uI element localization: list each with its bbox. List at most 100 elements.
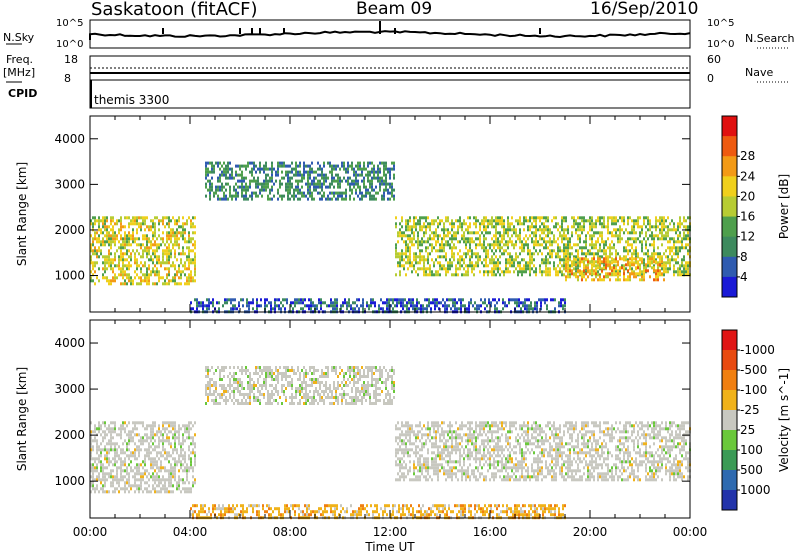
echo-cell [152,270,154,274]
echo-cell [146,279,148,283]
echo-cell [281,390,283,393]
echo-cell [589,234,591,238]
echo-cell [146,237,148,241]
echo-cell [575,243,577,247]
echo-cell [593,257,595,261]
echo-cell [257,185,259,189]
echo-cell [613,216,615,220]
echo-cell [100,487,102,491]
echo-cell [379,182,381,186]
echo-cell [148,252,150,256]
echo-cell [92,252,94,256]
echo-cell [685,219,687,223]
echo-cell [503,231,505,235]
echo-cell [241,384,243,387]
echo-cell [98,234,100,238]
echo-cell [94,469,96,473]
echo-cell [409,252,411,256]
echo-cell [559,261,561,265]
echo-cell [581,249,583,253]
echo-cell [523,228,525,232]
echo-cell [423,267,425,271]
echo-cell [573,267,575,271]
echo-cell [279,396,281,399]
echo-cell [319,381,321,384]
echo-cell [132,430,134,434]
echo-cell [460,298,462,302]
echo-cell [575,261,577,265]
echo-cell [305,194,307,198]
echo-cell [217,188,219,192]
echo-cell [223,369,225,372]
echo-cell [643,266,645,270]
echo-cell [309,176,311,180]
echo-cell [639,257,641,261]
echo-cell [128,484,130,488]
echo-cell [373,173,375,177]
echo-cell [453,231,455,235]
echo-cell [315,387,317,390]
echo-cell [301,381,303,384]
echo-cell [547,252,549,256]
echo-cell [188,246,190,250]
echo-cell [323,375,325,378]
echo-cell [615,222,617,226]
echo-cell [483,249,485,253]
echo-cell [269,384,271,387]
echo-cell [162,448,164,452]
echo-cell [219,179,221,183]
echo-cell [194,243,196,247]
echo-cell [273,167,275,171]
echo-cell [627,269,629,273]
nave-label: Nave [745,66,774,79]
echo-cell [261,384,263,387]
echo-cell [120,424,122,428]
freq-tick-bottom: 8 [64,72,71,85]
echo-cell [192,243,194,247]
echo-cell [263,179,265,183]
echo-cell [96,427,98,431]
echo-cell [96,475,98,479]
echo-cell [383,188,385,192]
echo-cell [118,466,120,470]
echo-cell [271,185,273,189]
echo-cell [166,457,168,461]
echo-cell [286,298,288,302]
echo-cell [118,433,120,437]
echo-cell [485,270,487,274]
echo-cell [497,237,499,241]
echo-cell [120,255,122,259]
echo-cell [410,298,412,302]
echo-cell [595,267,597,271]
echo-cell [166,246,168,250]
echo-cell [541,270,543,274]
echo-cell [251,170,253,174]
echo-cell [585,252,587,256]
echo-cell [303,381,305,384]
echo-cell [256,301,258,305]
echo-cell [355,170,357,174]
echo-cell [511,264,513,268]
echo-cell [238,301,240,305]
echo-cell [511,255,513,259]
echo-cell [332,307,334,311]
echo-cell [458,298,460,302]
echo-cell [673,264,675,268]
echo-cell [559,270,561,274]
echo-cell [423,270,425,274]
echo-cell [595,240,597,244]
echo-cell [188,421,190,425]
echo-cell [211,393,213,396]
echo-cell [102,261,104,265]
echo-cell [623,246,625,250]
echo-cell [657,261,659,265]
echo-cell [645,246,647,250]
echo-cell [495,243,497,247]
echo-cell [215,399,217,402]
echo-cell [265,369,267,372]
echo-cell [257,167,259,171]
echo-cell [239,164,241,168]
echo-cell [448,298,450,302]
echo-cell [116,460,118,464]
echo-cell [124,457,126,461]
